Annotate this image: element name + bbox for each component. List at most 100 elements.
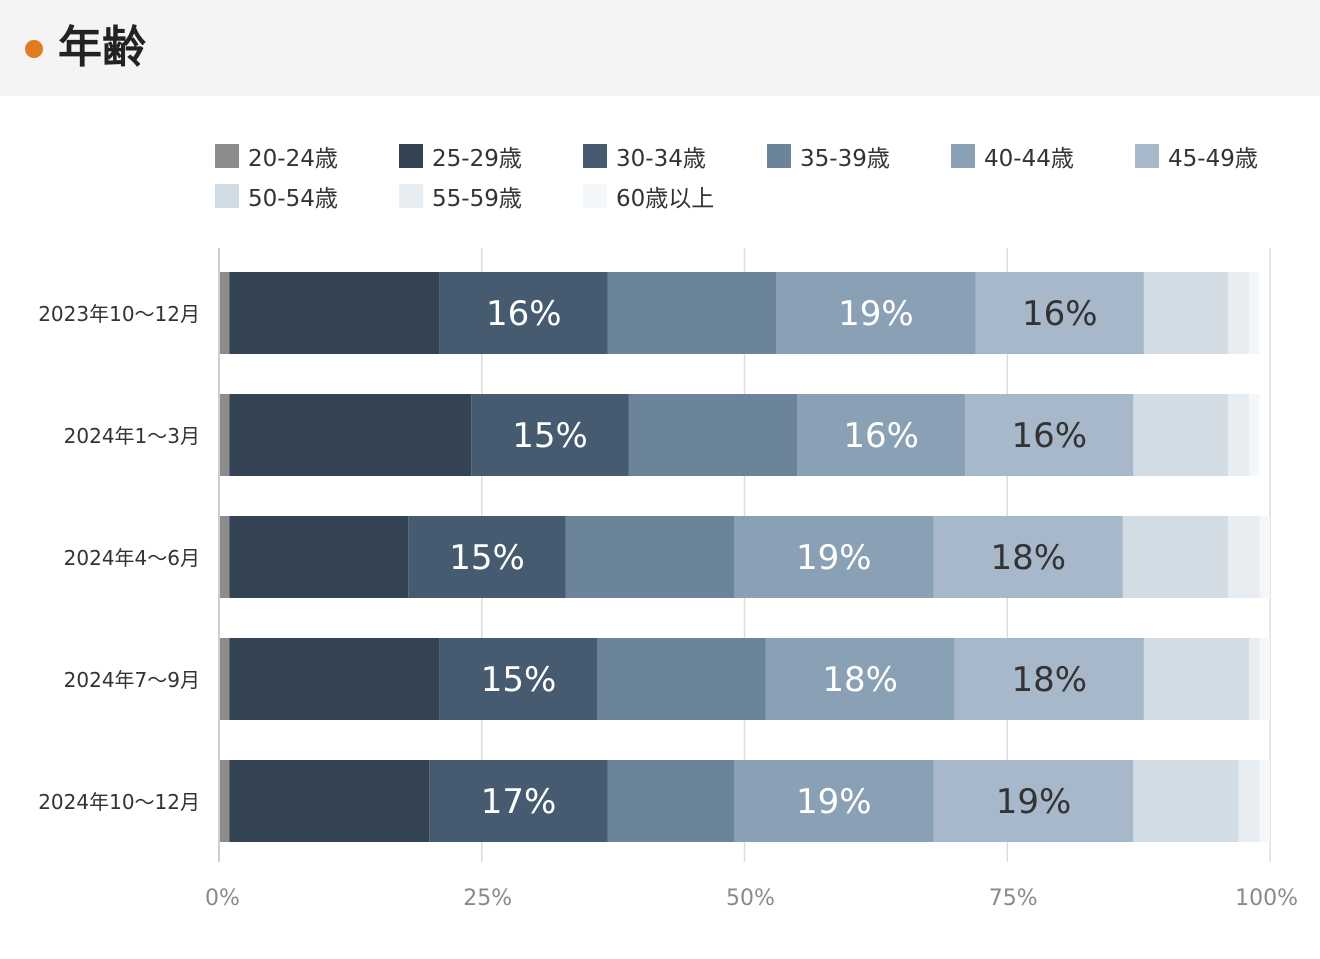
bar-segment xyxy=(1122,516,1228,598)
bar-segment xyxy=(933,516,1123,598)
legend-label: 60歳以上 xyxy=(616,186,715,212)
legend-item: 60歳以上 xyxy=(583,180,714,212)
data-label: 16% xyxy=(486,294,562,334)
bar-segment xyxy=(1227,516,1260,598)
bar-segment xyxy=(219,760,230,842)
data-label: 16% xyxy=(1022,294,1098,334)
section-title: 年齢 xyxy=(58,22,146,73)
bar-segment xyxy=(1143,638,1249,720)
bar-segment xyxy=(1133,394,1228,476)
legend-item: 20-24歳 xyxy=(215,140,338,172)
data-label: 16% xyxy=(843,416,919,456)
legend-label: 35-39歳 xyxy=(800,146,890,172)
legend-item: 30-34歳 xyxy=(583,140,706,172)
legend-swatch xyxy=(399,184,423,208)
bar-segment xyxy=(1259,638,1270,720)
bar-segment xyxy=(607,272,777,354)
legend-swatch xyxy=(583,144,607,168)
bar-segment xyxy=(975,272,1144,354)
legend-item: 40-44歳 xyxy=(951,140,1074,172)
legend-swatch xyxy=(951,144,975,168)
bar-segment xyxy=(219,638,230,720)
data-label: 19% xyxy=(838,294,914,334)
bar-segment xyxy=(765,638,955,720)
bar-segment xyxy=(628,394,798,476)
bar-segment xyxy=(1227,272,1249,354)
bar-segment xyxy=(776,272,976,354)
data-label: 19% xyxy=(796,538,872,578)
data-label: 16% xyxy=(1012,416,1088,456)
bar-segment xyxy=(429,760,608,842)
bar-segment xyxy=(597,638,766,720)
bar-segment xyxy=(733,516,934,598)
legend-item: 25-29歳 xyxy=(399,140,522,172)
bar-segment xyxy=(471,394,629,476)
legend-item: 50-54歳 xyxy=(215,180,338,212)
category-label: 2024年10〜12月 xyxy=(38,790,200,814)
x-tick-label: 100% xyxy=(1235,886,1298,911)
bar-segment xyxy=(408,516,566,598)
bar-segment xyxy=(1238,760,1260,842)
bar-segment xyxy=(1143,272,1228,354)
bar-segment xyxy=(1227,394,1249,476)
bar-segment xyxy=(565,516,734,598)
data-label: 17% xyxy=(481,782,557,822)
category-label: 2023年10〜12月 xyxy=(38,302,200,326)
category-label: 2024年4〜6月 xyxy=(64,546,200,570)
x-tick-label: 75% xyxy=(989,886,1038,911)
bar-segment xyxy=(733,760,934,842)
bar-segment xyxy=(229,272,440,354)
x-tick-label: 25% xyxy=(463,886,512,911)
bar-segment xyxy=(1259,760,1270,842)
bar-segment xyxy=(229,760,430,842)
bar-segment xyxy=(219,394,230,476)
legend-label: 55-59歳 xyxy=(432,186,522,212)
data-label: 18% xyxy=(1012,660,1088,700)
legend-swatch xyxy=(215,184,239,208)
bar-segment xyxy=(933,760,1134,842)
legend-swatch xyxy=(399,144,423,168)
legend-swatch xyxy=(1135,144,1159,168)
legend-label: 30-34歳 xyxy=(616,146,706,172)
legend-label: 50-54歳 xyxy=(248,186,338,212)
x-tick-label: 50% xyxy=(726,886,775,911)
section-header: 年齢 xyxy=(0,0,1320,96)
data-label: 15% xyxy=(512,416,588,456)
bar-segment xyxy=(797,394,966,476)
bar-segment xyxy=(607,760,734,842)
data-label: 15% xyxy=(481,660,557,700)
x-tick-label: 0% xyxy=(205,886,240,911)
data-label: 18% xyxy=(822,660,898,700)
bar-segment xyxy=(439,638,598,720)
legend-label: 45-49歳 xyxy=(1168,146,1258,172)
bar-segment xyxy=(229,638,440,720)
data-label: 15% xyxy=(449,538,525,578)
bar-segment xyxy=(965,394,1134,476)
data-label: 19% xyxy=(996,782,1072,822)
legend-item: 35-39歳 xyxy=(767,140,890,172)
legend-label: 25-29歳 xyxy=(432,146,522,172)
bar-segment xyxy=(219,516,230,598)
legend-label: 40-44歳 xyxy=(984,146,1074,172)
legend-swatch xyxy=(767,144,791,168)
legend-swatch xyxy=(583,184,607,208)
bar-segment xyxy=(954,638,1144,720)
data-label: 18% xyxy=(990,538,1066,578)
category-label: 2024年7〜9月 xyxy=(64,668,200,692)
legend-label: 20-24歳 xyxy=(248,146,338,172)
bar-segment xyxy=(1248,394,1260,476)
bar-segment xyxy=(229,516,409,598)
category-label: 2024年1〜3月 xyxy=(64,424,200,448)
bar-segment xyxy=(1248,272,1260,354)
data-label: 19% xyxy=(796,782,872,822)
legend-item: 55-59歳 xyxy=(399,180,522,212)
bar-segment xyxy=(229,394,472,476)
bar-segment xyxy=(439,272,608,354)
bar-segment xyxy=(1133,760,1239,842)
bar-segment xyxy=(1248,638,1260,720)
legend-item: 45-49歳 xyxy=(1135,140,1258,172)
bar-segment xyxy=(1259,516,1270,598)
bar-segment xyxy=(219,272,230,354)
orange-dot-icon xyxy=(25,40,43,58)
